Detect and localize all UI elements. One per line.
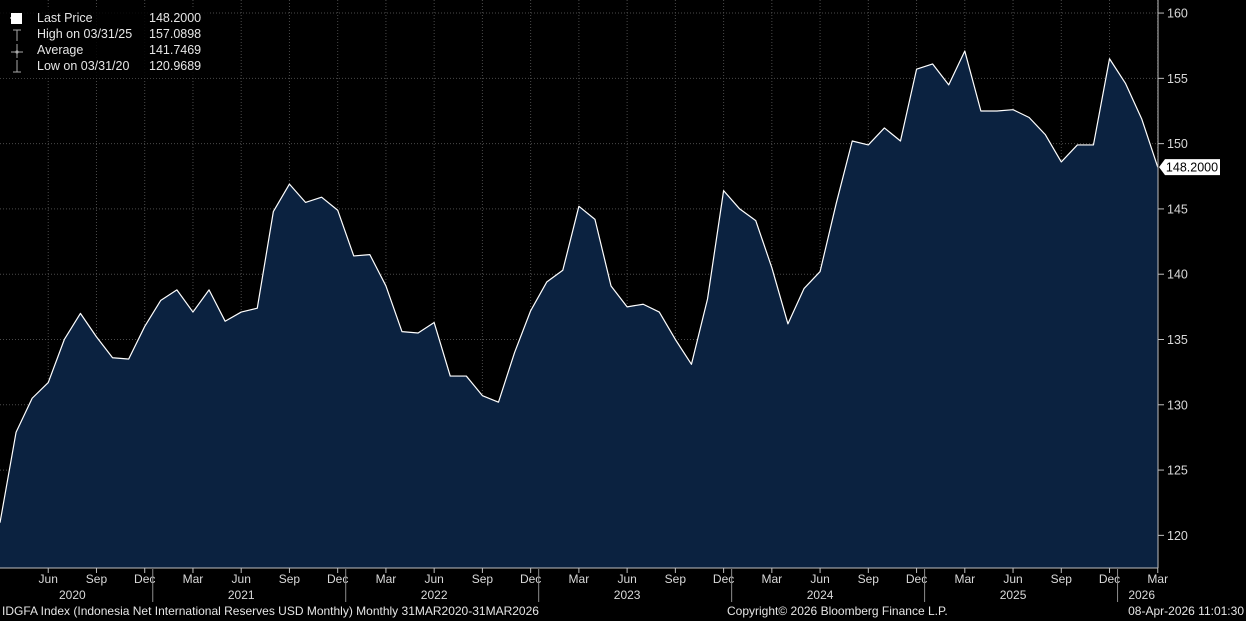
y-tick-label: 120 <box>1167 529 1188 543</box>
y-axis-ticks: 120 125 130 135 140 145 150 155 160 <box>1158 7 1188 543</box>
x-tick-label: Dec <box>906 572 927 586</box>
x-year-label: 2023 <box>614 588 641 602</box>
legend-item-average: Average 141.7469 <box>0 43 210 59</box>
legend-item-high: High on 03/31/25 157.0898 <box>0 27 210 43</box>
x-tick-label: Dec <box>520 572 541 586</box>
y-tick-label: 155 <box>1167 72 1188 86</box>
x-tick-label: Dec <box>1099 572 1120 586</box>
x-tick-label: Jun <box>1003 572 1022 586</box>
legend-value: 141.7469 <box>149 43 202 57</box>
x-tick-label: Jun <box>39 572 58 586</box>
x-tick-label: Mar <box>183 572 204 586</box>
legend-value: 157.0898 <box>149 27 202 41</box>
x-tick-label: Mar <box>569 572 590 586</box>
area-fill <box>0 51 1158 569</box>
x-tick-label: Jun <box>232 572 251 586</box>
x-year-label: 2021 <box>228 588 255 602</box>
legend-item-last-price: Last Price 148.2000 <box>0 11 210 27</box>
y-tick-label: 150 <box>1167 137 1188 151</box>
x-axis-ticks: Jun Sep Dec Mar Jun Sep Dec Mar Jun Sep Dec Mar Jun S… <box>39 568 1168 602</box>
y-tick-label: 130 <box>1167 398 1188 412</box>
y-tick-label: 160 <box>1167 7 1188 21</box>
x-tick-label: Jun <box>617 572 636 586</box>
x-year-label: 2026 <box>1128 588 1155 602</box>
x-tick-label: Dec <box>134 572 155 586</box>
x-tick-label: Mar <box>376 572 397 586</box>
footer-series-description: IDGFA Index (Indonesia Net International… <box>2 604 539 618</box>
x-tick-label: Sep <box>858 572 880 586</box>
x-tick-label: Dec <box>327 572 348 586</box>
x-tick-label: Sep <box>279 572 301 586</box>
x-tick-label: Sep <box>665 572 687 586</box>
x-year-label: 2025 <box>1000 588 1027 602</box>
legend-value: 148.2000 <box>149 11 202 25</box>
x-year-label: 2020 <box>59 588 86 602</box>
legend-label: Last Price <box>37 11 93 25</box>
last-price-label: 148.2000 <box>1166 161 1218 175</box>
y-tick-label: 145 <box>1167 202 1188 216</box>
footer-copyright: Copyright© 2026 Bloomberg Finance L.P. <box>727 604 948 618</box>
legend-label: Low on 03/31/20 <box>37 59 130 73</box>
x-tick-label: Sep <box>1051 572 1073 586</box>
filled-square-icon <box>8 12 24 26</box>
series-line <box>0 50 1159 523</box>
legend-label: High on 03/31/25 <box>37 27 133 41</box>
legend: Last Price 148.2000 High on 03/31/25 157… <box>0 8 210 78</box>
legend-label: Average <box>37 43 84 57</box>
legend-item-low: Low on 03/31/20 120.9689 <box>0 59 210 75</box>
x-tick-label: Mar <box>1147 572 1168 586</box>
x-tick-label: Mar <box>762 572 783 586</box>
x-year-label: 2024 <box>807 588 834 602</box>
x-tick-label: Jun <box>810 572 829 586</box>
y-tick-label: 135 <box>1167 333 1188 347</box>
x-tick-label: Dec <box>713 572 734 586</box>
x-tick-label: Mar <box>954 572 975 586</box>
high-marker-icon <box>10 28 24 42</box>
price-area <box>0 50 1159 569</box>
x-tick-label: Sep <box>472 572 494 586</box>
y-tick-label: 125 <box>1167 464 1188 478</box>
last-price-box <box>1159 159 1220 176</box>
x-tick-label: Jun <box>424 572 443 586</box>
y-tick-label: 140 <box>1167 268 1188 282</box>
footer-timestamp: 08-Apr-2026 11:01:30 <box>1128 604 1244 618</box>
average-marker-icon <box>10 44 24 58</box>
last-price-marker: 148.2000 <box>1159 159 1220 176</box>
low-marker-icon <box>10 60 24 74</box>
legend-value: 120.9689 <box>149 59 202 73</box>
x-year-label: 2022 <box>421 588 448 602</box>
x-tick-label: Sep <box>86 572 108 586</box>
